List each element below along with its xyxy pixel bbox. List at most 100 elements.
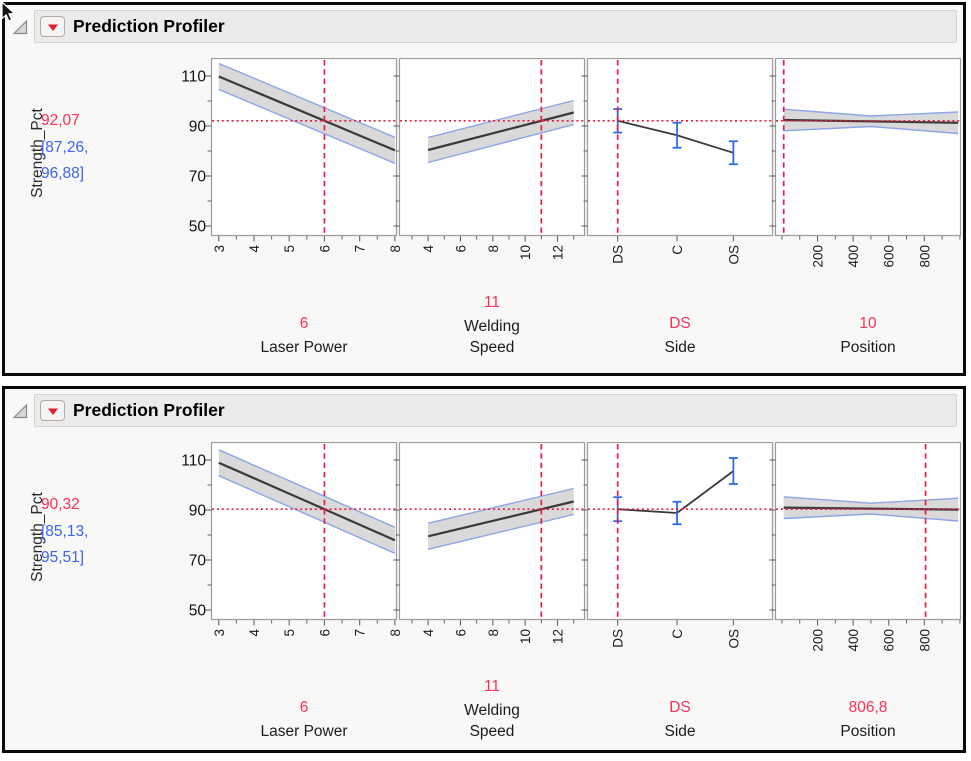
- confidence-interval-lower: [87,26,: [41, 138, 89, 156]
- prediction-values: 92,07 [87,26, 96,88]: [41, 108, 88, 188]
- svg-text:3: 3: [212, 245, 227, 253]
- svg-text:50: 50: [189, 219, 207, 236]
- svg-text:3: 3: [212, 629, 227, 637]
- factor-current-value[interactable]: DS: [669, 315, 691, 332]
- profiler-plots[interactable]: 110 90 70 50 3 4 5 6 7 8 4 6 8 10 12 DS C OS 200 400 600 800: [162, 442, 962, 664]
- svg-text:6: 6: [317, 245, 332, 253]
- factor-name: Side: [664, 339, 696, 356]
- disclosure-triangle-icon[interactable]: [12, 403, 29, 420]
- factor-current-value[interactable]: 6: [299, 315, 309, 332]
- svg-text:6: 6: [317, 629, 332, 637]
- plots-column: 110 90 70 50 3 4 5 6 7 8 4 6 8 10 12 DS C OS 200 400 600 800 …: [162, 442, 962, 750]
- panel-title: Prediction Profiler: [73, 400, 225, 420]
- factor-row: 6 Laser Power 11 Welding Speed DS Side 10 Positi…: [210, 280, 962, 366]
- factor-current-value[interactable]: 11: [483, 678, 501, 695]
- svg-text:110: 110: [181, 69, 206, 86]
- factor-cell: 6 Laser Power: [210, 664, 398, 750]
- factor-cell: 6 Laser Power: [210, 280, 398, 366]
- red-triangle-menu-icon: [47, 24, 58, 31]
- factor-cell: DS Side: [586, 280, 774, 366]
- disclosure-triangle-icon[interactable]: [12, 19, 29, 36]
- factor-current-value[interactable]: DS: [669, 699, 691, 716]
- confidence-interval-lower: [85,13,: [41, 522, 89, 540]
- svg-text:C: C: [670, 629, 685, 639]
- svg-text:6: 6: [454, 629, 469, 637]
- svg-text:70: 70: [189, 553, 207, 570]
- svg-text:90: 90: [189, 119, 207, 136]
- plots-column: 110 90 70 50 3 4 5 6 7 8 4 6 8 10 12 DS C OS 200 400 600 800 …: [162, 58, 962, 366]
- panel-header: Prediction Profiler: [12, 10, 957, 43]
- confidence-interval-upper: 95,51]: [41, 549, 85, 566]
- y-axis-block: Strength_Pct 90,32 [85,13, 95,51]: [5, 442, 162, 750]
- svg-text:4: 4: [421, 629, 436, 637]
- svg-text:OS: OS: [726, 629, 741, 649]
- red-triangle-menu-icon: [47, 408, 58, 415]
- confidence-interval-upper: 96,88]: [41, 165, 85, 182]
- factor-name: Welding Speed: [464, 318, 520, 356]
- svg-text:400: 400: [846, 245, 861, 268]
- predicted-value: 90,32: [41, 496, 80, 513]
- svg-text:10: 10: [518, 629, 533, 644]
- svg-text:5: 5: [282, 629, 297, 637]
- factor-cell: DS Side: [586, 664, 774, 750]
- svg-text:800: 800: [917, 629, 932, 652]
- factor-name: Laser Power: [260, 723, 348, 740]
- factor-cell: 806,8 Position: [774, 664, 962, 750]
- factor-cell: 11 Welding Speed: [398, 664, 586, 750]
- svg-text:12: 12: [551, 629, 566, 644]
- svg-text:8: 8: [486, 629, 501, 637]
- svg-text:800: 800: [917, 245, 932, 268]
- red-triangle-menu-button[interactable]: [40, 16, 65, 37]
- prediction-values: 90,32 [85,13, 95,51]: [41, 492, 88, 572]
- svg-text:10: 10: [518, 245, 533, 260]
- prediction-profiler-panel-1: Prediction Profiler Strength_Pct 92,07 […: [2, 2, 966, 376]
- factor-cell: 10 Position: [774, 280, 962, 366]
- svg-text:70: 70: [189, 169, 207, 186]
- predicted-value: 92,07: [41, 112, 80, 129]
- svg-text:200: 200: [811, 245, 826, 268]
- svg-text:50: 50: [189, 603, 207, 620]
- svg-text:12: 12: [551, 245, 566, 260]
- factor-current-value[interactable]: 806,8: [848, 699, 888, 716]
- svg-text:DS: DS: [611, 629, 626, 648]
- factor-name: Welding Speed: [464, 702, 520, 740]
- red-triangle-menu-button[interactable]: [40, 400, 65, 421]
- factor-name: Position: [840, 723, 896, 740]
- svg-text:4: 4: [247, 629, 262, 637]
- factor-row: 6 Laser Power 11 Welding Speed DS Side 806,8 Pos…: [210, 664, 962, 750]
- profiler-body: Strength_Pct 90,32 [85,13, 95,51] 110 90 7…: [5, 427, 963, 750]
- factor-name: Laser Power: [260, 339, 348, 356]
- svg-text:110: 110: [181, 453, 206, 470]
- svg-text:C: C: [670, 245, 685, 255]
- svg-text:5: 5: [282, 245, 297, 253]
- factor-name: Position: [840, 339, 896, 356]
- profiler-body: Strength_Pct 92,07 [87,26, 96,88] 110 90 7…: [5, 43, 963, 366]
- factor-cell: 11 Welding Speed: [398, 280, 586, 366]
- svg-text:8: 8: [486, 245, 501, 253]
- svg-text:7: 7: [353, 629, 368, 637]
- factor-name: Side: [664, 723, 696, 740]
- y-axis-block: Strength_Pct 92,07 [87,26, 96,88]: [5, 58, 162, 366]
- svg-text:DS: DS: [611, 245, 626, 264]
- svg-text:600: 600: [882, 245, 897, 268]
- svg-text:OS: OS: [726, 245, 741, 265]
- panel-header-bar: Prediction Profiler: [34, 10, 957, 43]
- factor-current-value[interactable]: 10: [859, 315, 877, 332]
- profiler-plots[interactable]: 110 90 70 50 3 4 5 6 7 8 4 6 8 10 12 DS C OS 200 400 600 800: [162, 58, 962, 280]
- panel-header: Prediction Profiler: [12, 394, 957, 427]
- svg-text:400: 400: [846, 629, 861, 652]
- svg-text:6: 6: [454, 245, 469, 253]
- svg-text:4: 4: [421, 245, 436, 253]
- svg-text:7: 7: [353, 245, 368, 253]
- svg-text:8: 8: [388, 245, 403, 253]
- svg-text:200: 200: [811, 629, 826, 652]
- prediction-profiler-panel-2: Prediction Profiler Strength_Pct 90,32 […: [2, 386, 966, 753]
- panel-title: Prediction Profiler: [73, 16, 225, 36]
- svg-text:8: 8: [388, 629, 403, 637]
- factor-current-value[interactable]: 6: [299, 699, 309, 716]
- svg-text:600: 600: [882, 629, 897, 652]
- svg-text:90: 90: [189, 503, 207, 520]
- panel-header-bar: Prediction Profiler: [34, 394, 957, 427]
- svg-text:4: 4: [247, 245, 262, 253]
- factor-current-value[interactable]: 11: [483, 294, 501, 311]
